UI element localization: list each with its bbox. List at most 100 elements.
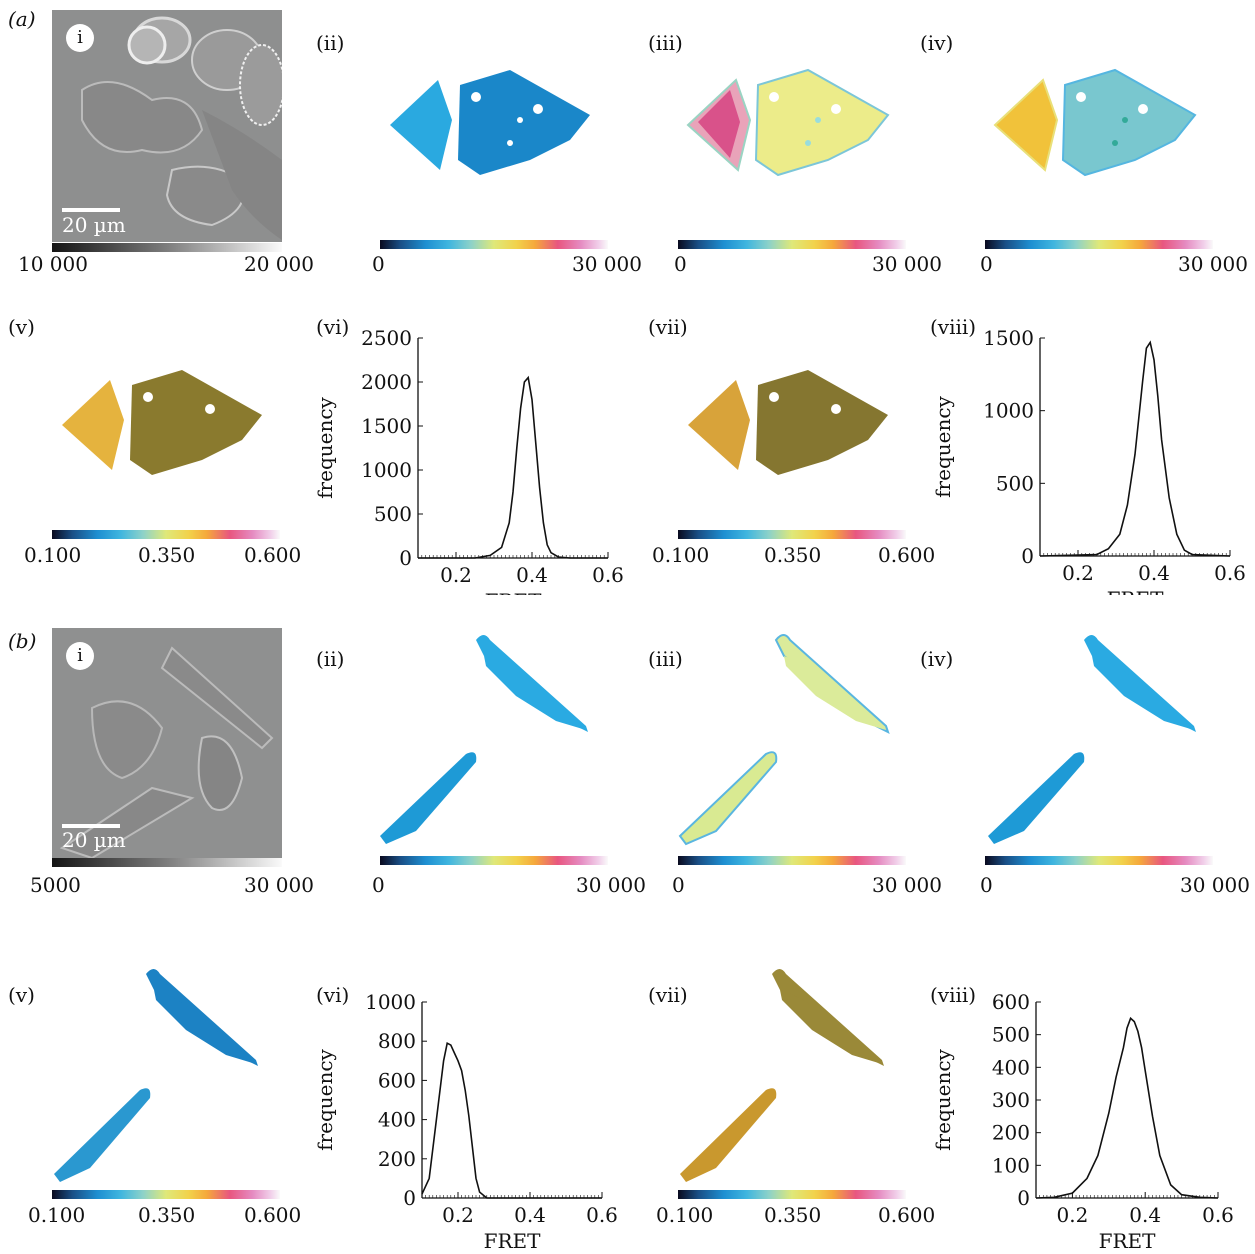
colorbar-a-vii [678,530,906,539]
y-axis-label: frequency [313,396,337,498]
colorbar-b-iv [985,856,1213,865]
cbar-min: 0 [372,873,385,897]
scale-bar [62,208,120,212]
x-axis-label: FRET [1107,587,1165,595]
x-tick-label: 0.4 [514,1203,546,1227]
y-tick-label: 0 [399,546,412,570]
panel-label-b-viii: (viii) [930,983,977,1007]
y-tick-label: 0 [1017,1186,1030,1210]
fret-image-a-v [62,370,262,475]
cbar-mid: 0.350 [764,1203,822,1227]
fluorescence-image-b-ii [380,635,588,844]
x-tick-label: 0.6 [586,1203,618,1227]
fret-image-b-vii [680,969,884,1182]
colorbar-a-iii [678,240,906,249]
colorbar-a-v [52,530,280,539]
y-tick-label: 500 [374,502,412,526]
x-axis-label: FRET [484,1229,542,1252]
y-tick-label: 1500 [361,414,412,438]
x-axis-label: FRET [1099,1229,1157,1252]
cbar-mid: 0.350 [764,543,822,567]
y-tick-label: 1000 [365,990,416,1014]
y-tick-label: 0 [403,1186,416,1210]
x-axis-label: FRET [485,589,543,595]
roman-label-i: i [66,24,94,52]
histogram-b-vi: 0 200 400 600 800 1000 0.2 0.4 0.6 FRET frequency [313,990,618,1252]
histogram-a-viii: 0 500 1000 1500 0.2 0.4 0.6 FRET frequency [931,326,1246,595]
y-axis-label: frequency [313,1048,337,1150]
panel-label-a-iv: (iv) [920,31,954,55]
panel-label-b-vii: (vii) [648,983,688,1007]
y-tick-label: 100 [992,1153,1030,1177]
y-tick-label: 200 [378,1147,416,1171]
x-tick-label: 0.6 [1214,561,1246,585]
y-tick-label: 0 [1021,544,1034,568]
grayscale-colorbar [52,243,282,252]
cbar-min: 0.100 [28,1203,86,1227]
fluorescence-image-a-ii [390,70,590,175]
colorbar-b-vii [678,1190,906,1199]
y-tick-label: 800 [378,1029,416,1053]
panel-label-b-vi: (vi) [316,983,350,1007]
panel-label-a-v: (v) [8,315,35,339]
y-tick-label: 1000 [983,399,1034,423]
cbar-min: 5000 [30,873,81,897]
cell-outlines [52,10,282,242]
y-tick-label: 2000 [361,370,412,394]
cbar-max: 0.600 [244,543,302,567]
colorbar-a-ii [380,240,608,249]
fluorescence-image-a-iv [993,68,1197,177]
x-tick-label: 0.2 [1062,561,1094,585]
roman-label-i: i [66,642,94,670]
cbar-max: 0.600 [878,1203,936,1227]
y-tick-label: 600 [992,990,1030,1014]
histogram-line [418,375,608,559]
cbar-max: 30 000 [872,873,942,897]
x-tick-label: 0.4 [516,563,548,587]
cbar-max: 30 000 [244,873,314,897]
cbar-max: 30 000 [1180,873,1250,897]
colorbar-b-ii [380,856,608,865]
scale-bar-label: 20 µm [62,213,126,237]
panel-a-label: (a) [8,7,36,31]
cbar-min: 0 [980,873,993,897]
x-tick-label: 0.2 [440,563,472,587]
fluorescence-image-b-iv [988,635,1196,844]
histogram-a-vi: 0 500 1000 1500 2000 2500 0.2 0.4 0.6 FRET frequen… [313,326,624,595]
x-tick-label: 0.6 [592,563,624,587]
scale-bar [62,824,120,828]
x-tick-label: 0.6 [1202,1203,1234,1227]
y-tick-label: 2500 [361,326,412,350]
x-tick-label: 0.2 [1056,1203,1088,1227]
y-tick-label: 300 [992,1088,1030,1112]
histogram-line [1039,340,1231,557]
y-axis-label: frequency [931,1048,955,1150]
cbar-min: 0.100 [24,543,82,567]
cbar-mid: 0.350 [138,543,196,567]
cbar-max: 30 000 [572,252,642,276]
y-axis-label: frequency [931,395,955,497]
fret-image-b-v [54,969,258,1182]
panel-label-a-ii: (ii) [316,31,345,55]
x-tick-label: 0.4 [1129,1203,1161,1227]
fret-image-a-vii [688,370,888,475]
panel-label-b-iii: (iii) [648,647,683,671]
micrograph-a-i: i 20 µm [52,10,282,242]
y-tick-label: 600 [378,1068,416,1092]
cbar-min: 0 [372,252,385,276]
panel-label-b-ii: (ii) [316,647,345,671]
scale-bar-label: 20 µm [62,828,126,852]
y-tick-label: 1500 [983,326,1034,350]
panel-label-a-viii: (viii) [930,315,977,339]
cbar-mid: 0.350 [138,1203,196,1227]
y-tick-label: 1000 [361,458,412,482]
panel-label-a-vii: (vii) [648,315,688,339]
y-tick-label: 400 [992,1055,1030,1079]
panel-label-b-iv: (iv) [920,647,954,671]
y-tick-label: 500 [996,471,1034,495]
x-tick-label: 0.4 [1138,561,1170,585]
cbar-min: 0 [672,873,685,897]
cbar-min: 0.100 [656,1203,714,1227]
cbar-min: 10 000 [18,252,88,276]
fluorescence-image-b-iii [678,634,890,846]
